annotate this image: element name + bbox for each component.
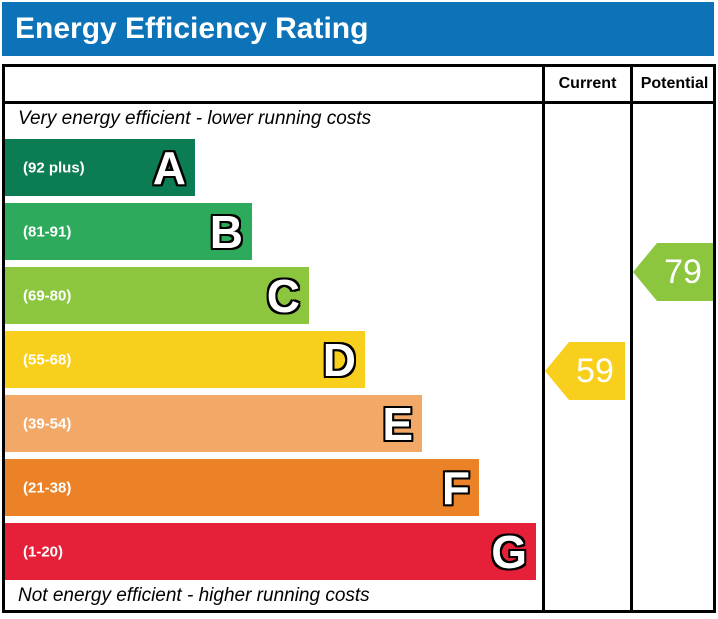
band-letter: E: [382, 397, 413, 450]
band-c: (69-80) C: [5, 267, 309, 324]
potential-column-divider: [630, 67, 633, 610]
title-bar: Energy Efficiency Rating: [2, 2, 714, 56]
band-range: (1-20): [23, 543, 64, 560]
potential-value: 79: [664, 252, 702, 291]
band-range: (55-68): [23, 351, 72, 368]
header-row-divider: [5, 101, 713, 104]
band-letter: F: [441, 461, 470, 514]
band-range: (39-54): [23, 415, 72, 432]
band-e: (39-54) E: [5, 395, 422, 452]
band-range: (21-38): [23, 479, 72, 496]
band-letter: A: [152, 141, 186, 194]
band-letter: B: [209, 205, 243, 258]
band-range: (92 plus): [23, 159, 85, 176]
current-column-header: Current: [558, 75, 617, 92]
potential-column-header: Potential: [640, 75, 709, 92]
current-value: 59: [576, 351, 614, 390]
band-letter: C: [266, 269, 300, 322]
current-arrow: 59: [545, 342, 625, 400]
band-d: (55-68) D: [5, 331, 365, 388]
band-a: (92 plus) A: [5, 139, 195, 196]
bottom-note: Not energy efficient - higher running co…: [18, 585, 370, 606]
band-range: (81-91): [23, 223, 72, 240]
potential-arrow: 79: [633, 243, 713, 301]
band-range: (69-80): [23, 287, 72, 304]
band-f: (21-38) F: [5, 459, 479, 516]
current-column-divider: [542, 67, 545, 610]
page-title: Energy Efficiency Rating: [15, 12, 369, 45]
band-g: (1-20) G: [5, 523, 536, 580]
rating-chart: Current Potential Very energy efficient …: [2, 64, 716, 613]
top-note: Very energy efficient - lower running co…: [18, 108, 372, 129]
band-letter: G: [491, 525, 527, 578]
band-b: (81-91) B: [5, 203, 252, 260]
band-letter: D: [322, 333, 356, 386]
